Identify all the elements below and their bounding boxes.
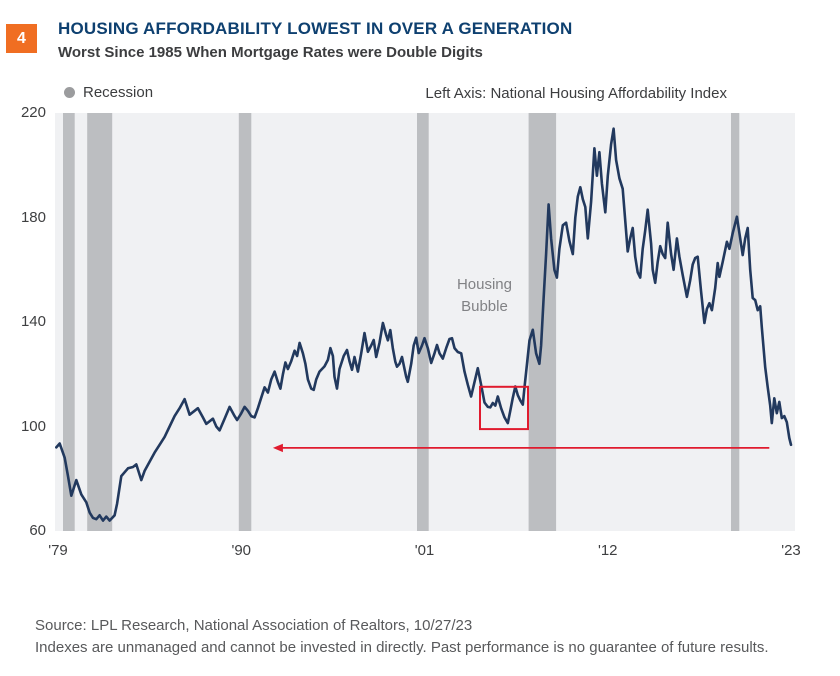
y-tick-label: 60 (29, 522, 46, 539)
x-tick-label: '90 (231, 542, 252, 559)
x-tick-label: '12 (597, 542, 618, 559)
plot-area (55, 113, 795, 531)
chart-subtitle: Worst Since 1985 When Mortgage Rates wer… (58, 44, 483, 61)
y-tick-label: 220 (20, 104, 46, 121)
y-tick-label: 180 (20, 208, 46, 226)
recession-legend-label: Recession (83, 84, 154, 101)
left-arrow-head (272, 443, 283, 453)
housing-bubble-annotation: Housing Bubble (457, 274, 512, 318)
y-tick-label: 100 (20, 417, 46, 435)
recession-band (87, 113, 113, 531)
recession-band (238, 113, 252, 531)
chart-title: HOUSING AFFORDABILITY LOWEST IN OVER A G… (58, 19, 573, 38)
housing-bubble-line2: Bubble (461, 297, 508, 315)
disclosure-line: Indexes are unmanaged and cannot be inve… (35, 639, 769, 656)
x-tick-label: '23 (781, 542, 801, 559)
figure-number-badge: 4 (6, 24, 37, 53)
recession-legend: Recession (64, 84, 153, 101)
x-tick-label: '79 (48, 542, 68, 559)
x-tick-label: '01 (414, 542, 435, 559)
recession-band (731, 113, 740, 531)
left-axis-label: Left Axis: National Housing Affordabilit… (425, 85, 727, 102)
recession-band (417, 113, 429, 531)
affordability-line (55, 127, 793, 522)
recession-band (63, 113, 75, 531)
y-tick-label: 140 (20, 313, 46, 330)
housing-bubble-line1: Housing (456, 275, 512, 293)
recession-dot-icon (64, 87, 75, 98)
source-line: Source: LPL Research, National Associati… (35, 617, 473, 634)
red-highlight-box (479, 385, 529, 431)
